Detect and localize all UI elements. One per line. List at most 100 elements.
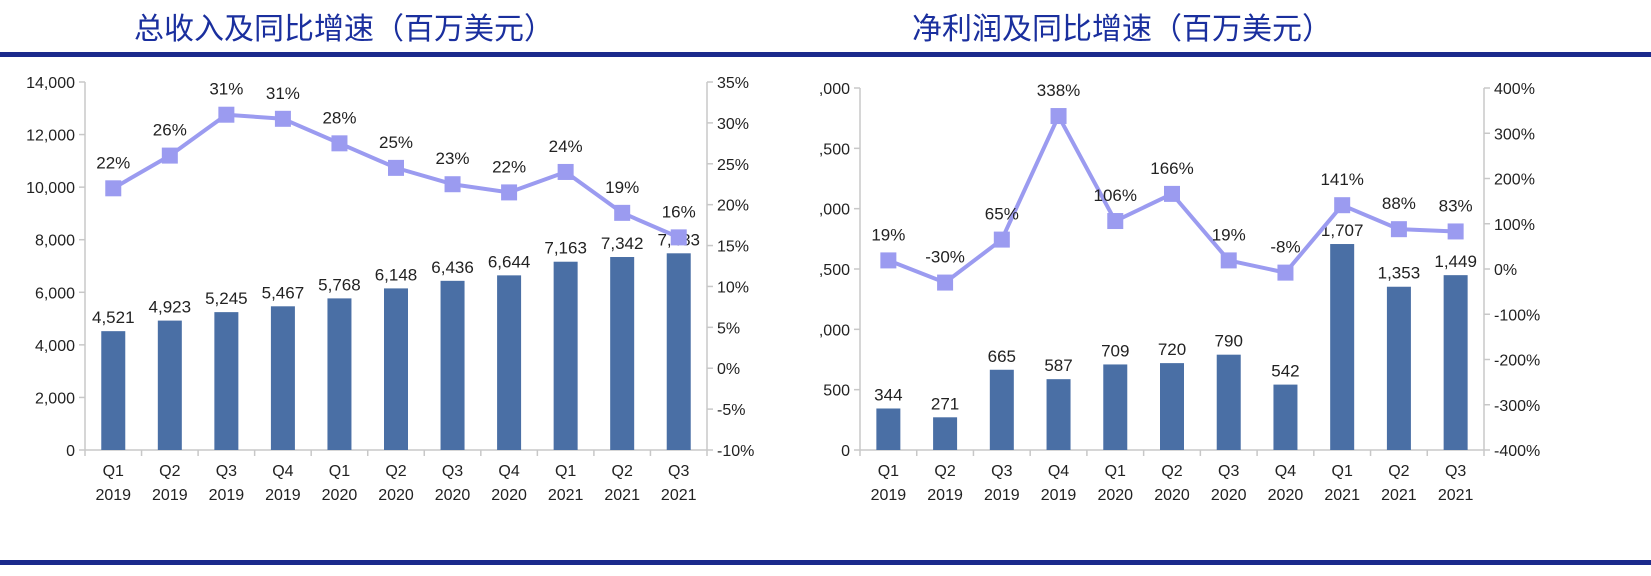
x-tick-label-quarter: Q3 xyxy=(991,463,1012,480)
x-tick-label-year: 2020 xyxy=(322,487,358,504)
growth-point-marker xyxy=(993,231,1010,248)
left-tick-label: 4,000 xyxy=(35,338,75,355)
left-tick-label: 8,000 xyxy=(35,233,75,250)
growth-value-label: -30% xyxy=(925,248,965,267)
right-tick-label: -10% xyxy=(717,443,754,460)
x-tick-label-year: 2019 xyxy=(984,487,1020,504)
growth-point-marker xyxy=(1334,197,1351,214)
bar xyxy=(553,261,578,450)
bar-value-label: 5,768 xyxy=(318,275,361,294)
right-tick-label: -5% xyxy=(717,402,745,419)
bar-value-label: 7,163 xyxy=(544,239,587,258)
left-tick-label: 10,000 xyxy=(26,180,75,197)
growth-value-label: 19% xyxy=(1212,225,1246,244)
bar xyxy=(933,417,958,450)
right-tick-label: 100% xyxy=(1494,217,1535,234)
bar-value-label: 344 xyxy=(874,385,902,404)
bar-value-label: 5,245 xyxy=(205,289,248,308)
growth-point-marker xyxy=(1164,185,1180,202)
left-tick-label: 2,500 xyxy=(820,141,850,158)
x-tick-label-quarter: Q1 xyxy=(103,463,124,480)
growth-value-label: 16% xyxy=(662,202,696,221)
x-tick-label-quarter: Q3 xyxy=(1445,463,1466,480)
bar xyxy=(666,253,691,450)
growth-value-label: 88% xyxy=(1382,194,1416,213)
x-tick-label-quarter: Q3 xyxy=(668,463,689,480)
right-tick-label: 0% xyxy=(1494,262,1517,279)
x-tick-label-quarter: Q1 xyxy=(878,463,899,480)
growth-value-label: 22% xyxy=(96,153,130,172)
growth-point-marker xyxy=(937,274,954,291)
growth-point-marker xyxy=(557,163,574,180)
bar xyxy=(1443,275,1468,450)
bar-value-label: 4,923 xyxy=(149,298,192,317)
growth-value-label: 19% xyxy=(605,178,639,197)
bar xyxy=(989,369,1014,450)
right-tick-label: 20% xyxy=(717,198,749,215)
left-tick-label: 3,000 xyxy=(820,81,850,98)
growth-value-label: 26% xyxy=(153,121,187,140)
left-tick-label: 6,000 xyxy=(35,285,75,302)
x-tick-label-quarter: Q1 xyxy=(1332,463,1353,480)
growth-value-label: 23% xyxy=(436,149,470,168)
x-tick-label-year: 2021 xyxy=(548,487,584,504)
growth-point-marker xyxy=(1447,223,1464,240)
growth-value-label: 166% xyxy=(1150,159,1193,178)
left-tick-label: 2,000 xyxy=(820,202,850,219)
left-tick-label: 1,500 xyxy=(820,262,850,279)
x-tick-label-quarter: Q3 xyxy=(216,463,237,480)
growth-point-marker xyxy=(388,159,404,176)
right-tick-label: -100% xyxy=(1494,307,1540,324)
bar-value-label: 6,436 xyxy=(431,258,474,277)
bar xyxy=(1386,286,1411,450)
right-tick-label: 35% xyxy=(717,75,749,92)
bar xyxy=(1103,364,1128,450)
right-tick-label: 300% xyxy=(1494,126,1535,143)
bar xyxy=(1330,244,1355,450)
growth-value-label: 22% xyxy=(492,157,526,176)
x-tick-label-quarter: Q3 xyxy=(442,463,463,480)
growth-point-marker xyxy=(444,176,461,193)
right-tick-label: 25% xyxy=(717,157,749,174)
bar xyxy=(270,306,295,450)
right-tick-label: 30% xyxy=(717,116,749,133)
x-tick-label-quarter: Q2 xyxy=(1388,463,1409,480)
bar-value-label: 587 xyxy=(1044,356,1072,375)
growth-point-marker xyxy=(331,135,348,152)
x-tick-label-year: 2019 xyxy=(209,487,245,504)
revenue-chart: 0 2,000 4,000 6,000 8,000 10,000 12,000 14,000 -… xyxy=(26,75,754,504)
growth-value-label: 25% xyxy=(379,133,413,152)
growth-value-label: 31% xyxy=(209,80,243,99)
right-tick-label: -200% xyxy=(1494,353,1540,370)
bar xyxy=(214,312,239,450)
top-rule xyxy=(0,52,1651,57)
bar-value-label: 6,148 xyxy=(375,265,418,284)
bar xyxy=(327,298,352,450)
bar-value-label: 271 xyxy=(931,394,959,413)
left-chart-title: 总收入及同比增速（百万美元） xyxy=(134,12,554,47)
x-tick-label-year: 2019 xyxy=(152,487,188,504)
x-tick-label-quarter: Q4 xyxy=(1275,463,1296,480)
right-tick-label: 5% xyxy=(717,320,740,337)
growth-value-label: 338% xyxy=(1037,81,1080,100)
x-tick-label-year: 2019 xyxy=(95,487,131,504)
x-tick-label-year: 2019 xyxy=(927,487,963,504)
bottom-rule xyxy=(0,560,1651,565)
growth-point-marker xyxy=(1390,221,1407,238)
bar xyxy=(1216,354,1241,450)
growth-value-label: 83% xyxy=(1439,196,1473,215)
bar-value-label: 1,449 xyxy=(1434,252,1477,271)
x-tick-label-year: 2019 xyxy=(265,487,301,504)
growth-point-marker xyxy=(274,110,291,127)
right-tick-label: 400% xyxy=(1494,81,1535,98)
x-tick-label-quarter: Q4 xyxy=(272,463,293,480)
right-tick-label: -300% xyxy=(1494,398,1540,415)
x-tick-label-year: 2020 xyxy=(1097,487,1133,504)
bar xyxy=(1046,379,1071,450)
right-tick-label: 0% xyxy=(717,361,740,378)
left-tick-label: 14,000 xyxy=(26,75,75,92)
x-tick-label-quarter: Q1 xyxy=(329,463,350,480)
x-tick-label-quarter: Q4 xyxy=(1048,463,1069,480)
growth-value-label: 65% xyxy=(985,205,1019,224)
growth-point-marker xyxy=(218,106,235,123)
